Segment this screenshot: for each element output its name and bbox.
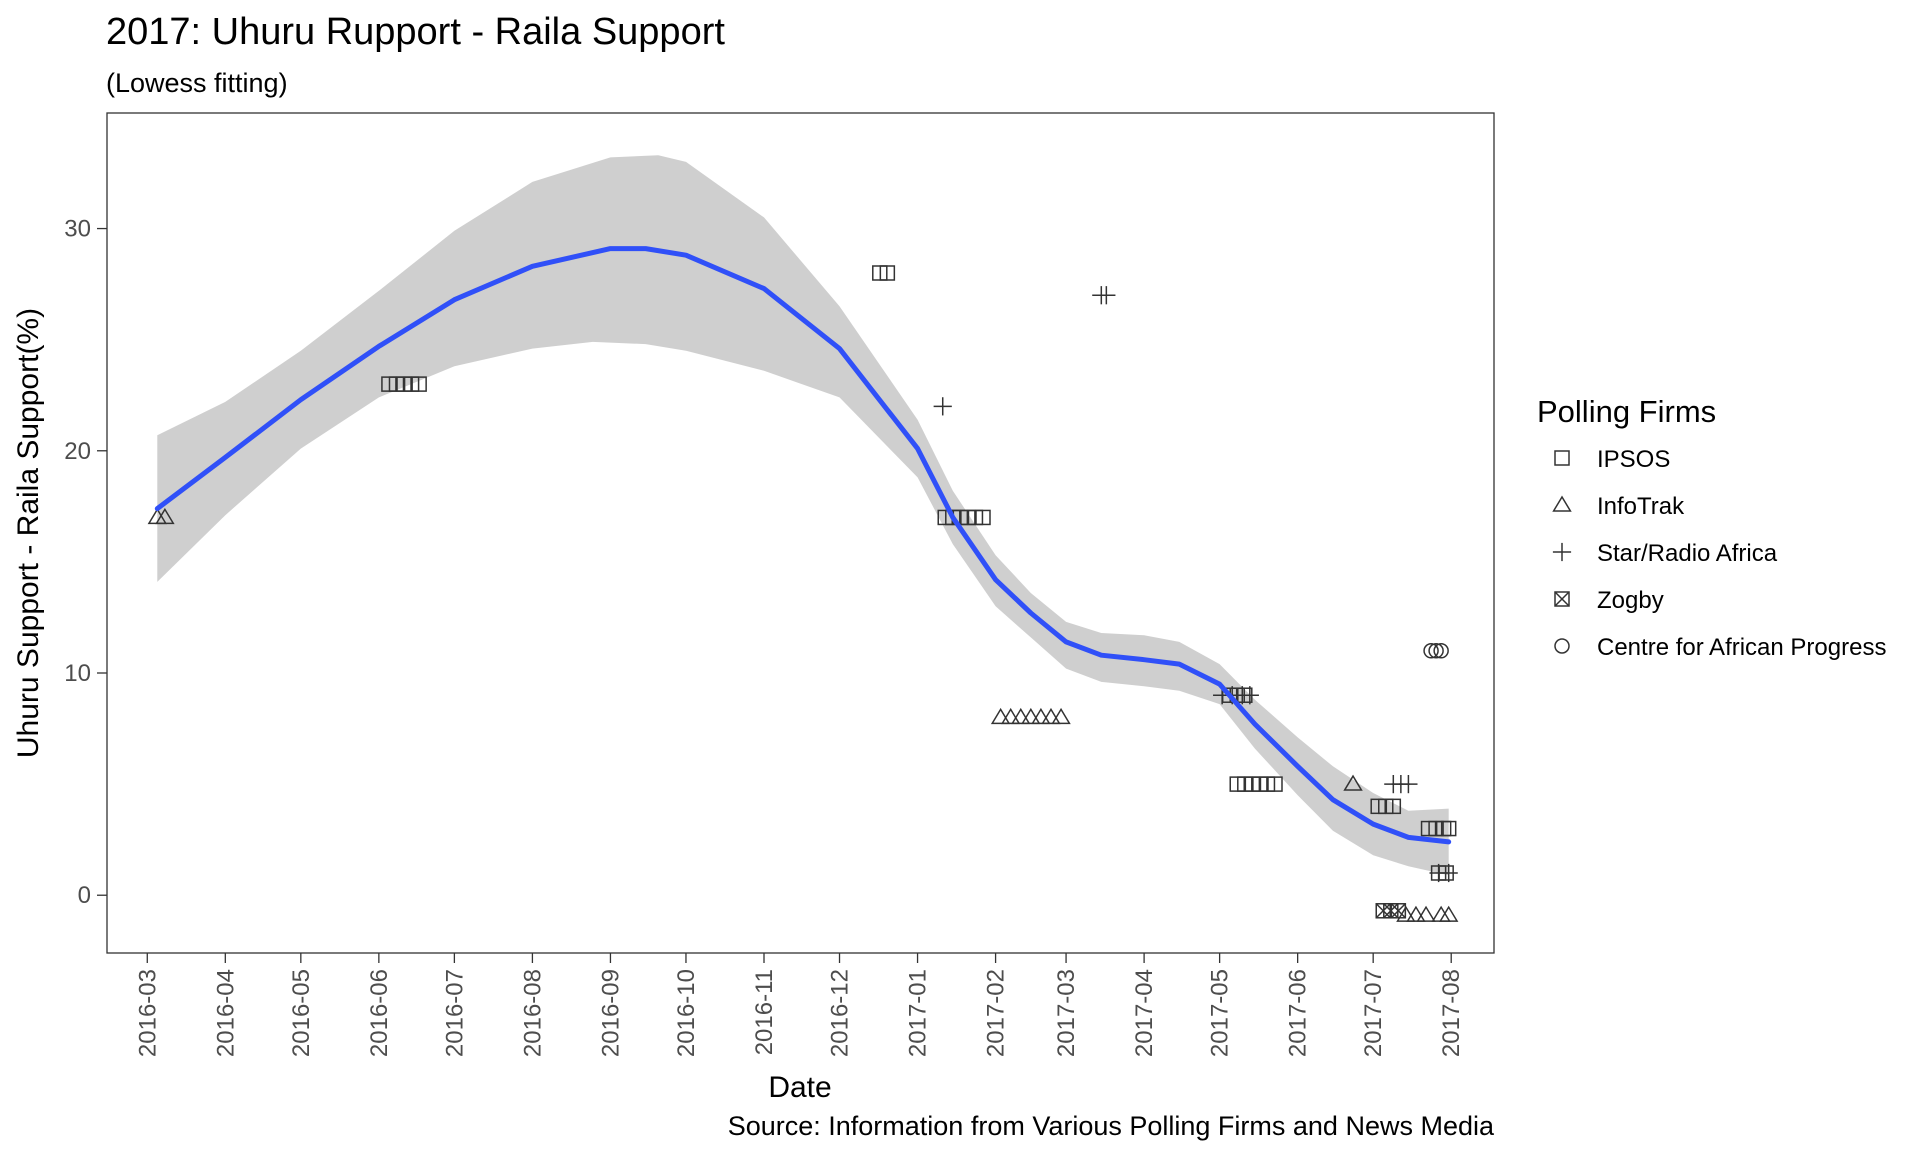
- y-tick-label: 30: [64, 216, 91, 243]
- data-point-infotrak: [1011, 707, 1031, 725]
- data-point-ipsos: [1267, 776, 1283, 792]
- x-tick-label: 2017-01: [905, 969, 932, 1057]
- data-point-zogby: [1390, 903, 1407, 919]
- data-point-infotrak: [1051, 707, 1071, 725]
- x-tick-label: 2016-07: [441, 969, 468, 1057]
- x-tick-label: 2017-05: [1207, 969, 1234, 1057]
- legend-label-ipsos: IPSOS: [1597, 446, 1670, 473]
- x-tick-label: 2016-10: [673, 969, 700, 1057]
- y-axis: 0 10 20 30: [64, 216, 107, 909]
- data-point-centre-for-african-progress: [1423, 643, 1439, 659]
- legend-label-zogby: Zogby: [1597, 587, 1664, 614]
- legend-title: Polling Firms: [1537, 394, 1716, 429]
- data-point-star-radio-africa: [933, 397, 952, 416]
- x-tick-label: 2016-12: [827, 969, 854, 1057]
- data-point-ipsos: [411, 376, 427, 392]
- y-axis-title: Uhuru Support - Raila Support(%): [12, 308, 45, 758]
- legend-key-infotrak: [1552, 495, 1572, 512]
- confidence-band: [157, 155, 1449, 876]
- data-point-infotrak: [1000, 707, 1021, 725]
- x-tick-label: 2016-11: [751, 969, 778, 1055]
- data-point-star-radio-africa: [1097, 286, 1116, 305]
- data-point-infotrak: [1021, 707, 1041, 725]
- x-tick-label: 2017-08: [1438, 969, 1465, 1057]
- data-points: [147, 265, 1459, 922]
- legend-key-star-radio-africa: [1552, 542, 1572, 562]
- x-axis-title: Date: [768, 1071, 831, 1104]
- x-tick-label: 2017-04: [1131, 969, 1158, 1057]
- legend-label-centre-for-african-progress: Centre for African Progress: [1597, 634, 1886, 661]
- legend: Polling Firms IPSOS InfoTrak Star/Radio Af…: [1537, 394, 1886, 661]
- data-point-infotrak: [1406, 905, 1426, 922]
- fit-line-path: [154, 246, 1452, 845]
- data-point-ipsos: [1385, 798, 1402, 815]
- x-tick-label: 2016-09: [597, 969, 624, 1057]
- x-tick-label: 2017-06: [1285, 969, 1312, 1057]
- chart-subtitle: (Lowess fitting): [106, 68, 288, 98]
- confidence-band-area: [157, 155, 1449, 876]
- x-tick-label: 2016-05: [288, 969, 315, 1057]
- legend-key-ipsos: [1554, 450, 1570, 466]
- chart-caption: Source: Information from Various Polling…: [728, 1111, 1495, 1141]
- legend-key-centre-for-african-progress: [1554, 638, 1570, 654]
- x-tick-label: 2016-06: [366, 969, 393, 1057]
- data-point-infotrak: [990, 707, 1011, 725]
- data-point-infotrak: [1416, 905, 1436, 922]
- y-tick-label: 10: [64, 660, 91, 687]
- data-point-infotrak: [1031, 707, 1051, 725]
- legend-key-zogby: [1554, 591, 1570, 607]
- x-tick-label: 2017-07: [1360, 969, 1387, 1057]
- data-point-star-radio-africa: [1240, 686, 1259, 705]
- x-tick-label: 2016-08: [519, 969, 546, 1057]
- data-point-ipsos: [975, 509, 991, 526]
- data-point-ipsos: [879, 265, 896, 281]
- x-tick-label: 2017-02: [983, 969, 1010, 1057]
- data-point-infotrak: [1041, 707, 1061, 725]
- data-point-centre-for-african-progress: [1433, 643, 1449, 659]
- plot-area: [106, 112, 1495, 954]
- x-tick-label: 2016-03: [134, 969, 161, 1057]
- plot-border: [106, 112, 1495, 954]
- data-point-infotrak: [1343, 774, 1363, 791]
- x-tick-label: 2016-04: [212, 969, 239, 1057]
- y-tick-label: 20: [64, 438, 91, 465]
- data-point-infotrak: [155, 507, 175, 525]
- x-axis: 2016-03 2016-04 2016-05 2016-06 2016-07 2016-…: [134, 953, 1465, 1057]
- y-tick-label: 0: [78, 882, 91, 909]
- data-point-centre-for-african-progress: [1428, 643, 1444, 659]
- legend-label-infotrak: InfoTrak: [1597, 493, 1685, 520]
- fit-line: [154, 246, 1452, 845]
- x-tick-label: 2017-03: [1053, 969, 1080, 1057]
- chart-title: 2017: Uhuru Rupport - Raila Support: [106, 11, 725, 53]
- data-point-star-radio-africa: [1399, 775, 1418, 794]
- data-point-ipsos: [1440, 820, 1457, 837]
- data-point-star-radio-africa: [1439, 863, 1458, 883]
- data-point-infotrak: [1438, 905, 1459, 922]
- legend-label-star-radio-africa: Star/Radio Africa: [1597, 540, 1778, 567]
